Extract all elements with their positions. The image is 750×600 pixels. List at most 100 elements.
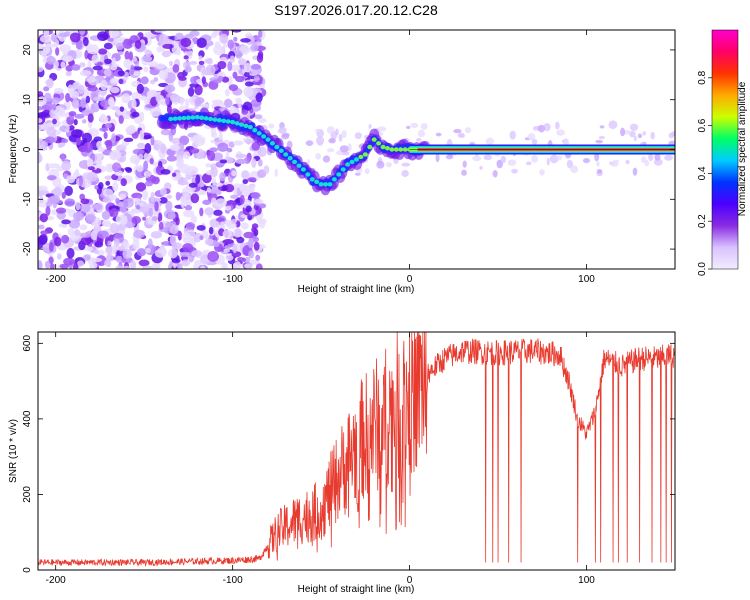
y-tick-label: 0 bbox=[22, 146, 33, 152]
spectrogram-noise-blob bbox=[94, 184, 99, 190]
spectrogram-noise-blob bbox=[236, 236, 245, 244]
spectrogram-noise-blob bbox=[60, 153, 66, 162]
spectrogram-noise-blob bbox=[230, 194, 239, 199]
spectrogram-noise-blob bbox=[52, 118, 57, 125]
snr-x-label: Height of straight line (km) bbox=[298, 584, 415, 595]
spectrogram-noise-blob bbox=[122, 248, 133, 259]
spectrogram-noise-blob bbox=[162, 38, 174, 45]
spectrogram-noise-blob bbox=[61, 234, 70, 244]
ridge-highlight bbox=[168, 116, 174, 122]
ridge-highlight bbox=[354, 157, 359, 162]
spectrogram-noise-blob bbox=[51, 209, 57, 216]
spectrogram-noise-blob bbox=[416, 137, 422, 142]
spectrogram-noise-blob bbox=[38, 139, 45, 149]
spectrogram-noise-blob bbox=[364, 168, 370, 175]
spectrogram-noise-blob bbox=[190, 193, 200, 204]
spectrogram-noise-blob bbox=[52, 103, 57, 111]
spectrogram-noise-blob bbox=[632, 167, 638, 176]
spectrogram-noise-blob bbox=[255, 263, 263, 269]
spectrogram-noise-blob bbox=[335, 128, 339, 136]
spectrogram-noise-blob bbox=[111, 106, 120, 111]
spectrogram-noise-blob bbox=[63, 31, 71, 37]
spectrogram-noise-blob bbox=[123, 59, 132, 69]
spectrogram-noise-blob bbox=[212, 30, 218, 37]
spectrogram-noise-blob bbox=[539, 169, 545, 176]
spectrogram-noise-blob bbox=[140, 76, 149, 85]
spectrogram-noise-blob bbox=[48, 241, 54, 253]
spectrogram-noise-blob bbox=[208, 226, 214, 235]
spectrogram-noise-blob bbox=[131, 208, 139, 214]
spectrogram-noise-blob bbox=[130, 64, 135, 75]
spectrogram-noise-blob bbox=[241, 186, 251, 197]
spectrogram-noise-blob bbox=[328, 137, 336, 144]
spectrogram-noise-blob bbox=[171, 258, 181, 264]
spectrogram-noise-blob bbox=[204, 238, 214, 246]
spectrogram-noise-blob bbox=[159, 197, 168, 204]
snr-y-label: SNR (10 * v/v) bbox=[8, 419, 19, 483]
ridge-highlight bbox=[287, 156, 293, 161]
spectrogram-noise-blob bbox=[176, 263, 183, 269]
spectrogram-noise-blob bbox=[51, 33, 58, 43]
spectrogram-noise-blob bbox=[255, 92, 263, 103]
spectrogram-noise-blob bbox=[598, 136, 605, 140]
spectrogram-noise-blob bbox=[175, 191, 181, 201]
spectrogram-noise-blob bbox=[176, 157, 184, 167]
spectrogram-noise-blob bbox=[131, 98, 137, 109]
spectrogram-noise-blob bbox=[97, 230, 109, 239]
spectrogram-noise-blob bbox=[235, 97, 241, 104]
spectrogram-noise-blob bbox=[401, 162, 411, 167]
ridge-highlight bbox=[252, 128, 258, 133]
spectrogram-noise-blob bbox=[61, 191, 66, 199]
spectrogram-noise-blob bbox=[178, 76, 187, 81]
spectrogram-noise-blob bbox=[185, 98, 190, 109]
spectrogram-noise-blob bbox=[143, 160, 149, 172]
spectrogram-noise-blob bbox=[160, 143, 167, 154]
spectrogram-noise-blob bbox=[248, 250, 255, 259]
y-tick-label: -20 bbox=[22, 241, 33, 256]
spectrogram-noise-blob bbox=[64, 185, 73, 196]
spectrogram-noise-blob bbox=[509, 130, 516, 140]
spectrogram-noise-blob bbox=[80, 198, 90, 205]
spectrogram-noise-blob bbox=[582, 157, 591, 164]
ridge-highlight bbox=[221, 118, 227, 124]
spectrogram-noise-blob bbox=[142, 189, 149, 201]
spectrogram-noise-blob bbox=[231, 30, 242, 33]
snr-panel: -200 -100 0 100 0 200 400 600 Height of straig… bbox=[8, 331, 676, 595]
spectrogram-noise-blob bbox=[53, 236, 62, 247]
spectrogram-noise-blob bbox=[191, 176, 196, 185]
spectrogram-noise-blob bbox=[240, 38, 251, 43]
spectrogram-noise-blob bbox=[117, 223, 127, 231]
spectrogram-noise-blob bbox=[235, 75, 245, 83]
spectrogram-noise-blob bbox=[253, 75, 260, 83]
spectrogram-noise-blob bbox=[257, 159, 263, 167]
spectrogram-noise-blob bbox=[608, 120, 618, 129]
spectrogram-noise-blob bbox=[207, 250, 220, 262]
spectrogram-noise-blob bbox=[184, 204, 193, 211]
spectrogram-noise-blob bbox=[376, 160, 385, 169]
y-tick-label: -10 bbox=[22, 192, 33, 207]
spectrogram-noise-blob bbox=[46, 126, 57, 137]
ridge-highlight bbox=[340, 167, 346, 172]
spectrogram-noise-blob bbox=[81, 132, 93, 144]
spectrogram-noise-blob bbox=[184, 66, 192, 73]
spectrogram-noise-blob bbox=[87, 85, 98, 92]
spectrogram-noise-blob bbox=[140, 95, 147, 101]
spectrogram-noise-blob bbox=[38, 224, 45, 230]
spectrogram-noise-blob bbox=[49, 263, 55, 269]
ridge-highlight bbox=[225, 119, 231, 124]
spectrogram-noise-blob bbox=[620, 127, 626, 137]
spectrogram-noise-blob bbox=[251, 223, 259, 229]
spectrogram-noise-blob bbox=[104, 246, 117, 255]
spectrogram-noise-blob bbox=[83, 254, 91, 261]
spectrogram-noise-blob bbox=[537, 124, 546, 133]
y-tick-label: 200 bbox=[22, 486, 33, 503]
spectrogram-noise-blob bbox=[152, 111, 162, 116]
colorbar-label: Normalized spectral amplitude bbox=[737, 81, 748, 216]
spectrogram-noise-blob bbox=[215, 198, 227, 208]
spectrogram-noise-blob bbox=[131, 131, 139, 139]
spectrogram-noise-blob bbox=[555, 121, 560, 130]
spectrogram-noise-blob bbox=[151, 176, 160, 185]
ridge-highlight bbox=[212, 117, 218, 122]
spectrogram-noise-blob bbox=[179, 251, 191, 257]
spectrogram-noise-blob bbox=[445, 154, 454, 160]
